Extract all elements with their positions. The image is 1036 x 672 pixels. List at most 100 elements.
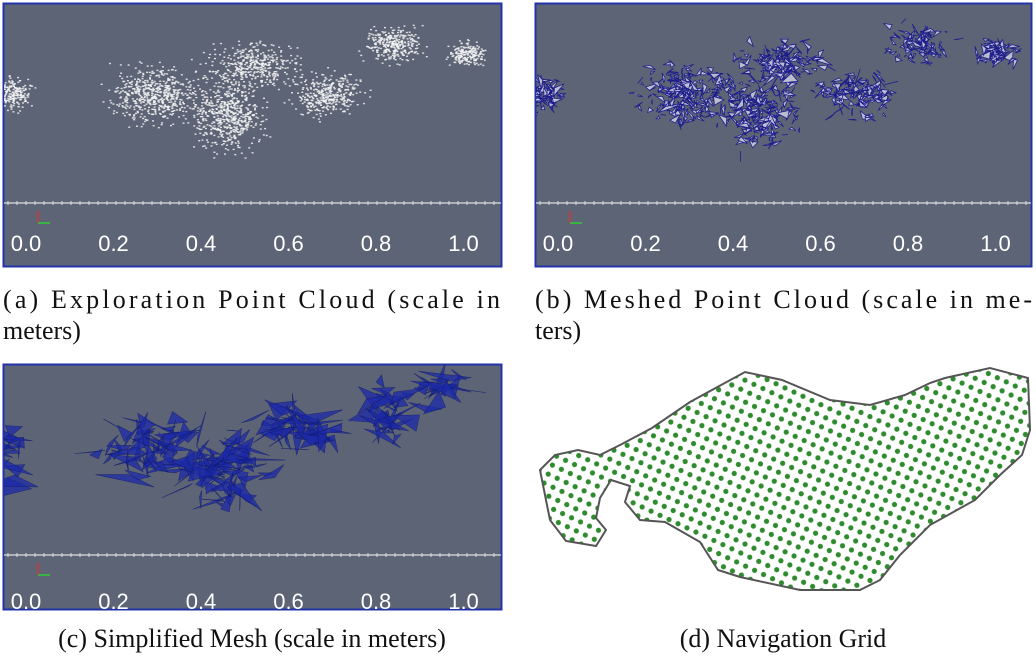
point [344, 75, 346, 76]
point [379, 43, 381, 44]
point [170, 125, 172, 126]
point [141, 109, 143, 110]
point [235, 81, 237, 82]
point [222, 83, 224, 84]
point [481, 56, 483, 57]
point [241, 95, 243, 96]
point [248, 54, 250, 55]
point [181, 99, 183, 100]
point [158, 95, 160, 96]
point [296, 47, 298, 48]
point [223, 110, 225, 111]
point [199, 108, 201, 109]
point [250, 111, 252, 112]
point [191, 93, 193, 94]
point [216, 109, 218, 110]
point [202, 120, 204, 121]
point [390, 58, 392, 59]
point [142, 118, 144, 119]
point [311, 103, 313, 104]
point [338, 101, 340, 102]
point [120, 96, 122, 97]
point [180, 84, 182, 85]
point [287, 67, 289, 68]
point [313, 117, 315, 118]
point [125, 104, 127, 105]
point [167, 94, 169, 95]
point [205, 128, 207, 129]
point [470, 46, 472, 47]
point [138, 90, 140, 91]
point [482, 54, 484, 55]
point [289, 62, 291, 63]
point [316, 102, 318, 103]
point [279, 68, 281, 69]
point [189, 92, 191, 93]
point [17, 82, 19, 83]
point [214, 96, 216, 97]
point [151, 82, 153, 83]
point [478, 46, 480, 47]
caption: (d) Navigation Grid [680, 624, 887, 653]
point [296, 71, 298, 72]
point [157, 90, 159, 91]
point [320, 82, 322, 83]
point [327, 89, 329, 90]
point [227, 126, 229, 127]
point [200, 123, 202, 124]
point [245, 95, 247, 96]
point [226, 96, 228, 97]
point [261, 63, 263, 64]
point [255, 113, 257, 114]
point [455, 51, 457, 52]
point [228, 139, 230, 140]
point [388, 42, 390, 43]
point [204, 75, 206, 76]
point [240, 71, 242, 72]
scale-label: 0.0 [543, 231, 574, 256]
point [468, 52, 470, 53]
point [284, 102, 286, 103]
point [102, 101, 104, 102]
point [27, 79, 29, 80]
point [200, 116, 202, 117]
point [149, 72, 151, 73]
point [246, 55, 248, 56]
point [195, 97, 197, 98]
point [224, 141, 226, 142]
point [312, 82, 314, 83]
point [187, 89, 189, 90]
point [199, 111, 201, 112]
point [237, 91, 239, 92]
point [195, 94, 197, 95]
point [219, 54, 221, 55]
point [461, 43, 463, 44]
point [257, 76, 259, 77]
point [277, 74, 279, 75]
point [141, 97, 143, 98]
point [5, 94, 7, 95]
point [278, 47, 280, 48]
point [145, 85, 147, 86]
point [138, 93, 140, 94]
point [215, 112, 217, 113]
point [240, 108, 242, 109]
point [148, 107, 150, 108]
point [237, 145, 239, 146]
point [218, 99, 220, 100]
point [476, 63, 478, 64]
point [167, 78, 169, 79]
point [370, 48, 372, 49]
point [136, 91, 138, 92]
point [249, 118, 251, 119]
point [422, 25, 424, 26]
point [249, 65, 251, 66]
point [342, 78, 344, 79]
point [264, 128, 266, 129]
point [276, 59, 278, 60]
point [255, 57, 257, 58]
point [213, 121, 215, 122]
point [206, 78, 208, 79]
point [25, 100, 27, 101]
point [232, 47, 234, 48]
